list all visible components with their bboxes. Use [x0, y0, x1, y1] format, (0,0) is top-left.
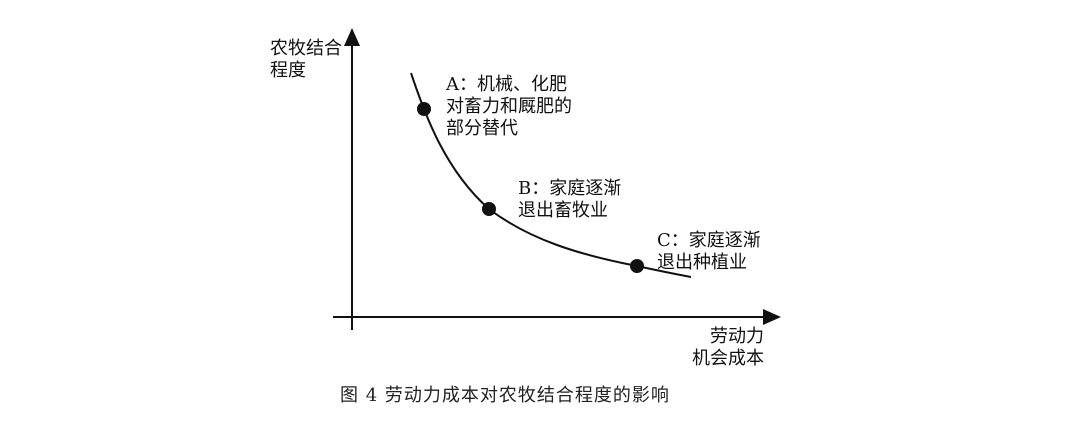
- y-axis-label: 农牧结合 程度: [270, 38, 342, 82]
- y-axis-label-line-1: 农牧结合: [270, 38, 342, 59]
- point-b-label-line-2: 退出畜牧业: [518, 200, 608, 221]
- point-a-label-line-2: 对畜力和厩肥的: [446, 96, 572, 117]
- point-a-label: A：机械、化肥 对畜力和厩肥的 部分替代: [446, 74, 572, 140]
- point-b-label: B：家庭逐渐 退出畜牧业: [518, 178, 621, 222]
- point-b-label-line-1: B：家庭逐渐: [518, 178, 622, 199]
- point-a-label-line-1: A：机械、化肥: [446, 74, 567, 95]
- point-c-label-line-2: 退出种植业: [657, 252, 747, 273]
- x-axis-label-line-1: 劳动力: [710, 326, 764, 347]
- point-a-marker: [417, 102, 431, 116]
- y-axis-label-line-2: 程度: [270, 60, 306, 81]
- figure-caption: 图 4 劳动力成本对农牧结合程度的影响: [340, 385, 670, 406]
- point-b-marker: [482, 202, 496, 216]
- x-axis-label: 劳动力 机会成本: [692, 326, 764, 370]
- point-c-marker: [630, 259, 644, 273]
- point-c-label-line-1: C：家庭逐渐: [657, 230, 761, 251]
- point-a-label-line-3: 部分替代: [446, 118, 518, 139]
- point-c-label: C：家庭逐渐 退出种植业: [657, 230, 761, 274]
- relationship-curve: [410, 72, 692, 278]
- x-axis-label-line-2: 机会成本: [692, 348, 764, 369]
